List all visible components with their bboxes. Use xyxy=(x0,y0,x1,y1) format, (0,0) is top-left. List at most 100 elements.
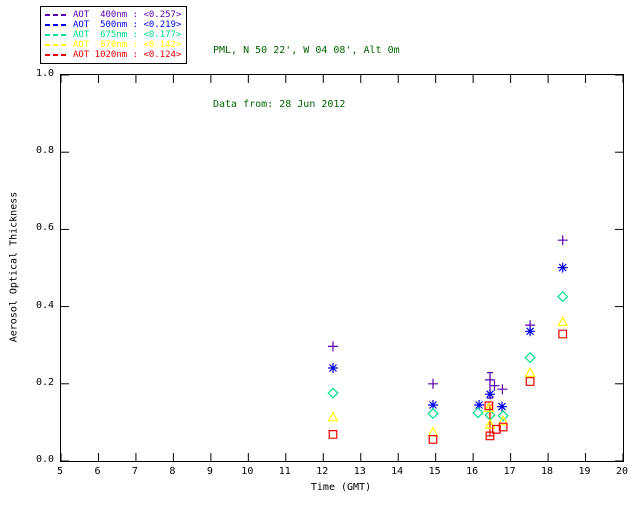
data-point-aot-1020nm xyxy=(485,431,495,441)
data-point-aot-870nm xyxy=(483,401,495,413)
data-point-aot-400nm xyxy=(328,341,338,352)
y-tick-label: 0.6 xyxy=(35,222,54,234)
data-point-aot-675nm xyxy=(557,290,569,303)
data-point-aot-870nm xyxy=(327,411,339,422)
data-point-aot-1020nm xyxy=(428,434,438,444)
data-point-aot-500nm xyxy=(557,262,568,273)
x-tick-label: 12 xyxy=(316,466,329,477)
square-marker-icon xyxy=(525,377,535,386)
data-point-aot-1020nm xyxy=(525,377,535,386)
data-point-aot-500nm xyxy=(525,326,536,337)
legend-label: AOT 500nm : <0.219> xyxy=(73,20,182,30)
data-date: Data from: 28 Jun 2012 xyxy=(213,99,346,110)
legend-label: AOT 870nm : <0.142> xyxy=(73,40,182,50)
square-marker-icon xyxy=(328,429,338,439)
square-marker-icon xyxy=(491,424,501,434)
x-tick-label: 17 xyxy=(503,466,516,477)
square-marker-icon xyxy=(498,422,508,432)
data-point-aot-500nm xyxy=(485,389,495,400)
station-title: PML, N 50 22', W 04 08', Alt 0m xyxy=(213,45,400,56)
diamond-marker-icon xyxy=(472,407,484,419)
legend-dash-icon xyxy=(45,24,68,26)
data-point-aot-500nm xyxy=(428,400,438,410)
x-tick-label: 5 xyxy=(56,466,64,477)
x-axis-title: Time (GMT) xyxy=(310,482,372,493)
data-point-aot-675nm xyxy=(524,351,536,364)
x-tick-label: 15 xyxy=(428,466,441,477)
plus-marker-icon xyxy=(428,378,438,389)
legend-box: AOT 400nm : <0.257> AOT 500nm : <0.219> AO… xyxy=(40,6,188,64)
x-tick-label: 18 xyxy=(541,466,554,477)
data-point-aot-400nm xyxy=(428,378,438,389)
data-point-aot-1020nm xyxy=(558,329,568,339)
asterisk-marker-icon xyxy=(474,400,485,410)
x-tick-label: 19 xyxy=(578,466,591,477)
square-marker-icon xyxy=(428,434,438,444)
plus-marker-icon xyxy=(557,235,568,246)
legend-row: AOT 400nm : <0.257> xyxy=(45,10,181,20)
x-tick-label: 6 xyxy=(94,466,101,477)
data-point-aot-675nm xyxy=(327,387,339,399)
legend-dash-icon xyxy=(45,34,68,36)
plus-marker-icon xyxy=(328,341,338,352)
asterisk-marker-icon xyxy=(328,363,338,373)
legend-row: AOT 1020nm : <0.124> xyxy=(45,50,181,60)
asterisk-marker-icon xyxy=(428,400,438,410)
y-tick-label: 0.0 xyxy=(35,454,54,465)
diamond-marker-icon xyxy=(427,407,439,420)
x-tick-label: 16 xyxy=(466,466,479,477)
legend-dash-icon xyxy=(45,44,68,46)
legend-row: AOT 675nm : <0.177> xyxy=(45,30,181,40)
station-header: PML, N 50 22', W 04 08', Alt 0m Data fro… xyxy=(213,6,400,150)
data-point-aot-400nm xyxy=(557,235,568,246)
data-point-aot-500nm xyxy=(474,400,485,410)
x-tick-label: 8 xyxy=(169,466,176,477)
y-tick-label: 0.2 xyxy=(35,376,54,388)
data-point-aot-1020nm xyxy=(491,424,501,434)
y-tick-label: 0.8 xyxy=(35,145,54,157)
data-point-aot-400nm xyxy=(497,384,508,395)
data-point-aot-400nm xyxy=(485,374,495,385)
plot-area xyxy=(60,74,624,462)
data-point-aot-870nm xyxy=(484,418,496,429)
legend-dash-icon xyxy=(45,54,68,56)
square-marker-icon xyxy=(485,431,495,441)
triangle-marker-icon xyxy=(497,415,509,426)
legend-row: AOT 870nm : <0.142> xyxy=(45,40,181,50)
plot-canvas xyxy=(61,75,623,461)
y-tick-label: 0.4 xyxy=(35,299,54,311)
data-point-aot-870nm xyxy=(524,366,536,378)
data-point-aot-500nm xyxy=(497,401,507,412)
data-point-aot-870nm xyxy=(497,415,509,426)
data-point-aot-675nm xyxy=(497,410,509,422)
legend-label: AOT 675nm : <0.177> xyxy=(73,30,182,40)
triangle-marker-icon xyxy=(427,426,439,437)
data-point-aot-675nm xyxy=(472,407,484,419)
plus-marker-icon xyxy=(485,374,495,385)
triangle-marker-icon xyxy=(524,366,536,378)
x-tick-label: 9 xyxy=(206,466,213,477)
x-tick-label: 11 xyxy=(278,466,291,477)
diamond-marker-icon xyxy=(497,410,509,422)
data-point-aot-500nm xyxy=(328,363,338,373)
legend-dash-icon xyxy=(45,14,68,16)
triangle-marker-icon xyxy=(483,401,495,413)
x-tick-label: 10 xyxy=(241,466,254,477)
diamond-marker-icon xyxy=(524,351,536,364)
diamond-marker-icon xyxy=(327,387,339,399)
asterisk-marker-icon xyxy=(497,401,507,412)
data-point-aot-400nm xyxy=(489,380,500,391)
legend-label: AOT 400nm : <0.257> xyxy=(73,10,182,20)
x-tick-label: 14 xyxy=(391,466,404,477)
y-tick-label: 1.0 xyxy=(35,68,54,79)
legend-label: AOT 1020nm : <0.124> xyxy=(73,50,182,60)
plus-marker-icon xyxy=(497,384,508,395)
x-tick-label: 13 xyxy=(353,466,366,477)
data-point-aot-675nm xyxy=(427,407,439,420)
asterisk-marker-icon xyxy=(485,389,495,400)
plus-marker-icon xyxy=(489,380,500,391)
data-point-aot-1020nm xyxy=(498,422,508,432)
diamond-marker-icon xyxy=(557,290,569,303)
